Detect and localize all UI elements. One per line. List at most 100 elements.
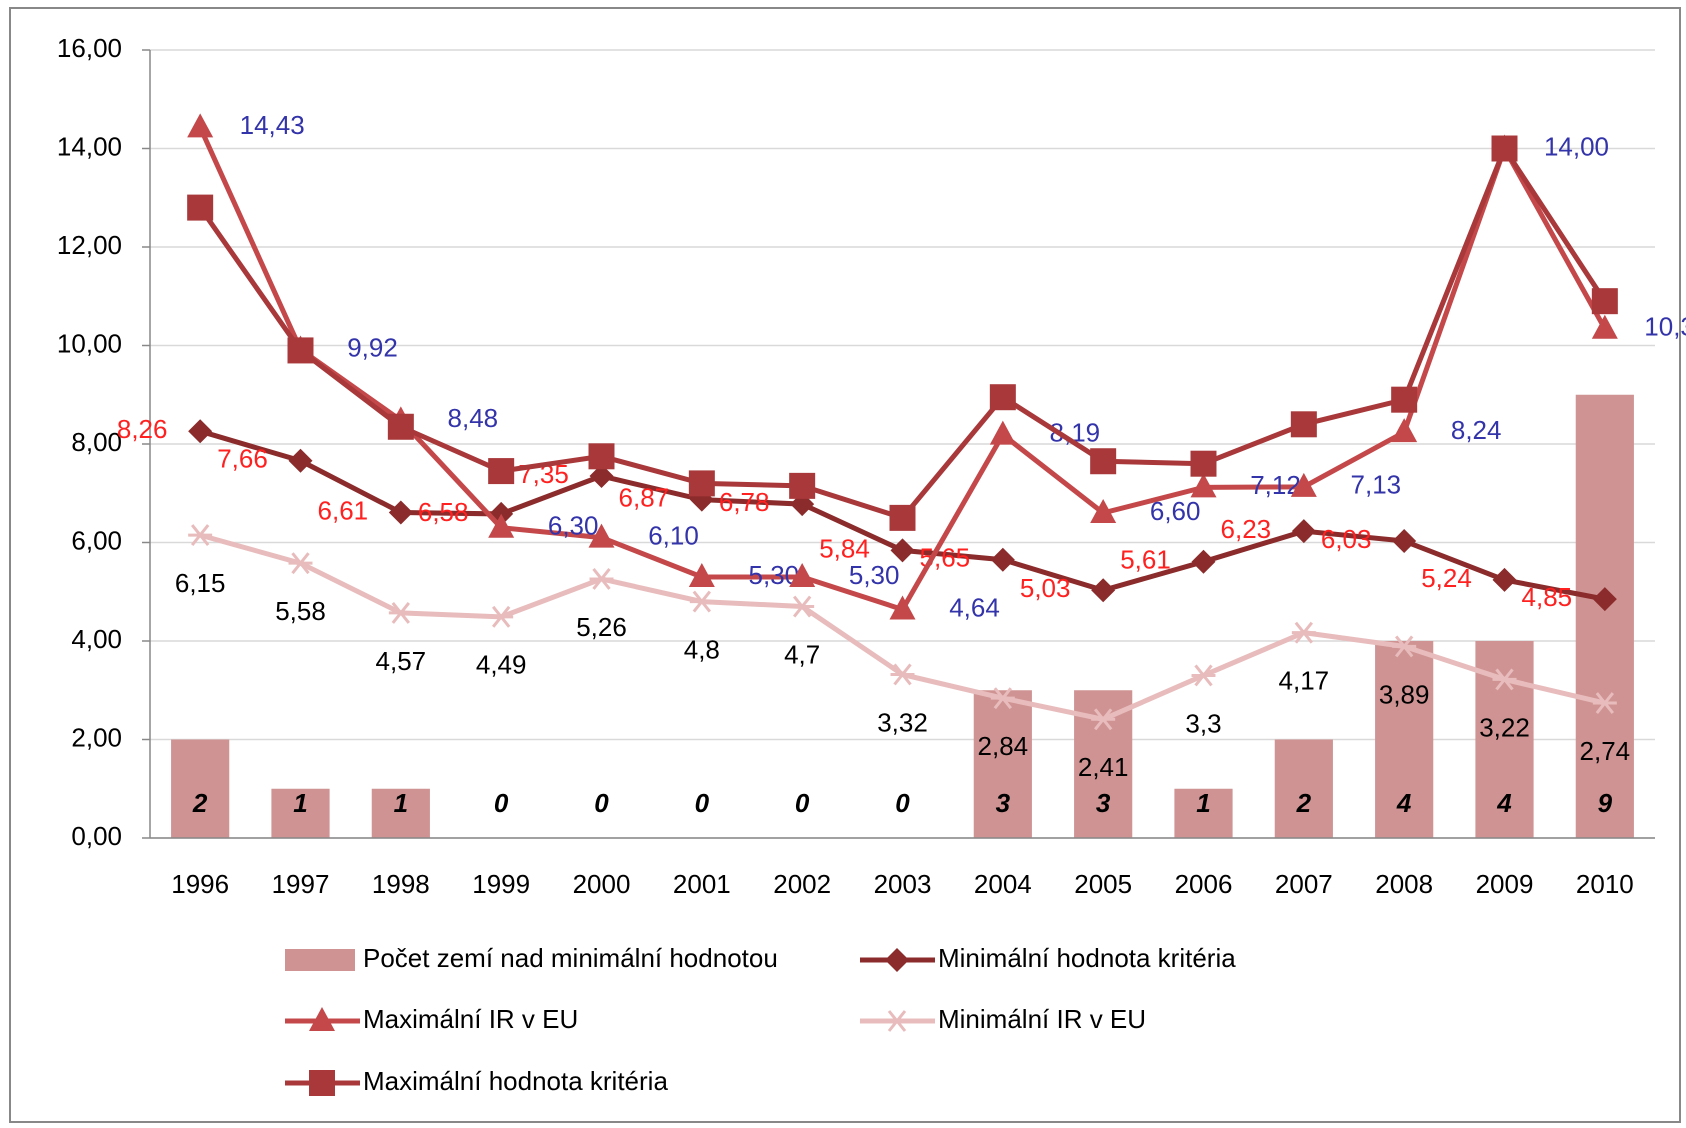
data-label: 5,84 (819, 533, 870, 563)
line-marker (989, 420, 1016, 445)
line-marker (1591, 314, 1618, 339)
legend-marker (885, 948, 909, 972)
y-tick-label: 16,00 (57, 33, 122, 63)
data-label: 2,41 (1078, 752, 1129, 782)
line-marker (1592, 692, 1617, 714)
line-marker (1491, 135, 1518, 162)
data-label: 5,61 (1120, 545, 1171, 575)
line-marker (588, 443, 615, 470)
data-label: 3,32 (877, 707, 928, 737)
line-marker (1392, 635, 1417, 658)
line-marker (790, 595, 815, 618)
line-series (197, 126, 1608, 613)
data-label: 6,58 (418, 497, 469, 527)
bar (371, 788, 430, 838)
line-marker (588, 523, 615, 548)
data-label: 8,48 (448, 403, 499, 433)
line-marker (989, 384, 1016, 411)
data-label: 6,30 (548, 511, 599, 541)
x-tick-label: 2006 (1175, 869, 1233, 899)
line-marker (1591, 288, 1618, 315)
data-label: 5,03 (1020, 573, 1071, 603)
line-marker (187, 113, 214, 138)
y-tick-label: 0,00 (71, 821, 122, 851)
line-marker (1090, 498, 1117, 523)
data-label: 3,89 (1379, 679, 1430, 709)
line-marker (1190, 473, 1217, 498)
legend-label: Minimální IR v EU (938, 1004, 1146, 1034)
data-label: 4,57 (376, 646, 427, 676)
data-label: 5,24 (1421, 563, 1472, 593)
bar-value-label: 0 (795, 788, 810, 818)
data-label: 5,26 (576, 612, 627, 642)
line-marker (288, 552, 313, 575)
line-marker (188, 419, 213, 444)
line-marker (1592, 587, 1617, 612)
data-label: 8,26 (117, 414, 168, 444)
data-label: 6,23 (1221, 514, 1272, 544)
bar-value-label: 3 (1096, 788, 1111, 818)
data-label: 6,10 (648, 520, 699, 550)
legend-swatch (285, 949, 355, 971)
y-tick-label: 12,00 (57, 230, 122, 260)
x-tick-label: 2007 (1275, 869, 1333, 899)
data-label: 4,17 (1279, 666, 1330, 696)
bar (171, 739, 230, 838)
y-tick-label: 14,00 (57, 131, 122, 161)
y-tick-label: 10,00 (57, 328, 122, 358)
bar (1375, 641, 1434, 838)
line-marker (1291, 519, 1316, 544)
bar (271, 788, 330, 838)
data-label: 4,64 (949, 592, 1000, 622)
data-label: 3,22 (1479, 712, 1530, 742)
line-marker (688, 470, 715, 497)
data-label: 5,58 (275, 596, 326, 626)
bar-value-label: 9 (1598, 788, 1613, 818)
data-label: 4,49 (476, 650, 527, 680)
data-label: 6,60 (1150, 496, 1201, 526)
data-label: 14,43 (240, 110, 305, 140)
bar-value-label: 0 (494, 788, 509, 818)
line-marker (387, 413, 414, 440)
bar-value-label: 2 (192, 788, 208, 818)
data-label: 9,92 (347, 332, 398, 362)
line-marker (1391, 386, 1418, 413)
line-marker (689, 590, 714, 613)
data-label: 5,30 (849, 560, 900, 590)
line-marker (1191, 664, 1216, 687)
x-tick-label: 2001 (673, 869, 731, 899)
x-tick-label: 2008 (1375, 869, 1433, 899)
data-label: 6,03 (1321, 524, 1372, 554)
x-tick-label: 2010 (1576, 869, 1634, 899)
legend-label: Maximální IR v EU (363, 1004, 578, 1034)
data-label: 8,24 (1451, 415, 1502, 445)
line-marker (1392, 529, 1417, 554)
line-marker (1190, 450, 1217, 477)
legend-label: Počet zemí nad minimální hodnotou (363, 943, 778, 973)
x-tick-label: 1999 (472, 869, 530, 899)
line-marker (1291, 621, 1316, 644)
line-marker (1492, 567, 1517, 592)
line-marker (990, 687, 1015, 710)
bar-value-label: 2 (1296, 788, 1312, 818)
y-tick-label: 4,00 (71, 624, 122, 654)
y-tick-label: 2,00 (71, 722, 122, 752)
line-marker (489, 605, 514, 628)
data-label: 6,78 (719, 487, 770, 517)
bar (1274, 739, 1333, 838)
line-marker (187, 194, 214, 221)
x-tick-label: 2000 (573, 869, 631, 899)
bar (1575, 394, 1634, 838)
line-marker (688, 562, 715, 587)
bar-value-label: 1 (1196, 788, 1210, 818)
data-label: 2,74 (1580, 736, 1631, 766)
line-marker (889, 595, 916, 620)
data-label: 7,66 (217, 444, 268, 474)
x-tick-label: 2002 (773, 869, 831, 899)
y-tick-label: 6,00 (71, 525, 122, 555)
data-label: 3,3 (1185, 708, 1221, 738)
line-marker (1290, 472, 1317, 497)
line-marker (589, 568, 614, 590)
y-tick-label: 8,00 (71, 427, 122, 457)
